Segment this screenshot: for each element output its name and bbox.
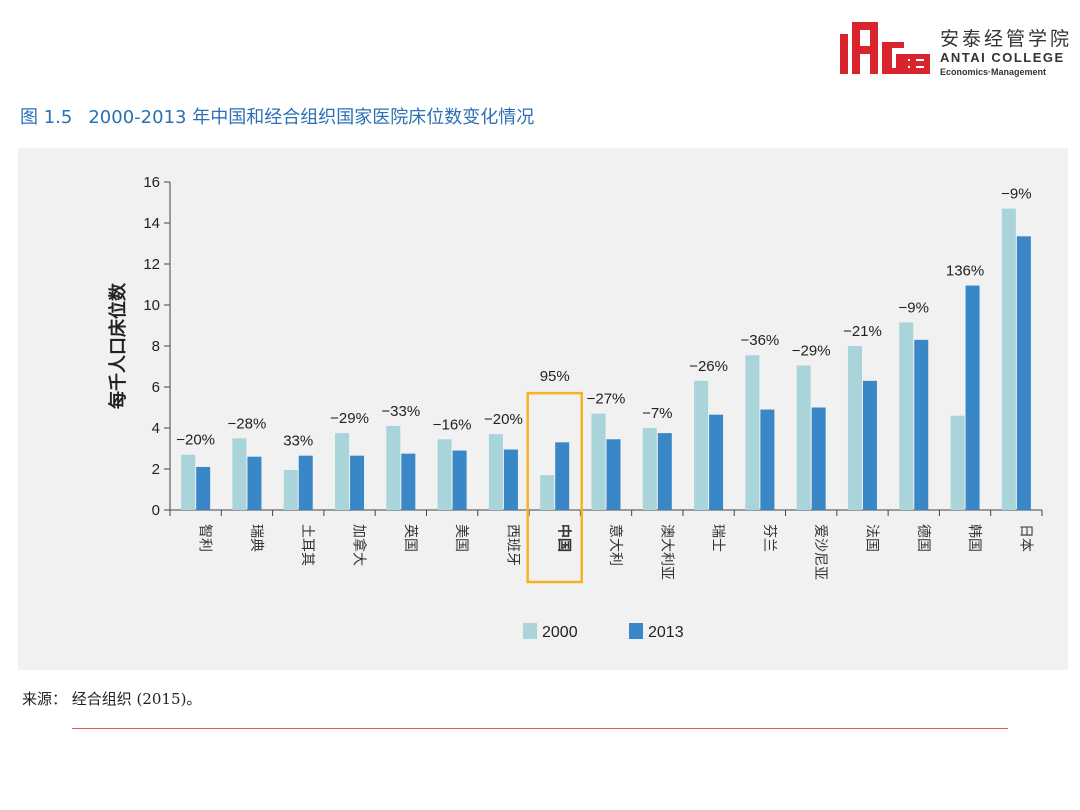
bar-2000-11 — [745, 355, 760, 510]
category-label-11: 芬兰 — [761, 524, 777, 552]
bar-2000-15 — [950, 415, 965, 510]
figure-number: 图 1.5 — [20, 107, 73, 128]
bar-2000-14 — [899, 322, 914, 510]
category-label-10: 瑞士 — [710, 524, 726, 552]
bar-2013-9 — [657, 433, 672, 510]
change-label-15: 136% — [946, 263, 984, 280]
category-label-0: 智利 — [197, 524, 213, 552]
bar-2000-12 — [796, 365, 811, 510]
bar-2000-16 — [1001, 208, 1016, 510]
chart-panel: 0 2 4 6 8 10 12 14 16 每千人口床位数 −20% 智利 −28% 瑞典 33% 土耳其 −2… — [18, 148, 1068, 670]
acem-logo: 安泰经管学院 ANTAI COLLEGE Economics·Managemen… — [840, 20, 1080, 84]
footer-divider — [72, 728, 1008, 729]
y-tick-label: 10 — [143, 297, 160, 314]
category-label-7: 中国 — [556, 524, 573, 552]
bar-2013-4 — [401, 453, 416, 510]
change-label-3: −29% — [330, 410, 369, 427]
source-note: 来源： 经合组织 (2015)。 — [22, 690, 202, 708]
change-label-13: −21% — [843, 323, 882, 340]
change-label-1: −28% — [228, 415, 267, 432]
highlight-box-china — [526, 391, 583, 584]
figure-title: 图 1.5 2000-2013 年中国和经合组织国家医院床位数变化情况 — [20, 103, 534, 129]
bar-2000-4 — [386, 425, 401, 510]
bar-2013-1 — [247, 456, 262, 510]
change-label-5: −16% — [433, 416, 472, 433]
change-label-2: 33% — [283, 433, 313, 450]
change-label-16: −9% — [1001, 186, 1031, 203]
logo-en2-text: Economics·Management — [940, 67, 1047, 77]
y-tick-label: 6 — [152, 379, 160, 396]
bar-2000-0 — [181, 454, 196, 510]
y-axis-title: 每千人口床位数 — [107, 282, 129, 409]
bar-2000-7 — [540, 475, 555, 510]
bar-2000-13 — [847, 346, 862, 510]
y-tick-label: 8 — [152, 338, 160, 355]
category-label-9: 澳大利亚 — [658, 524, 674, 580]
bar-2013-16 — [1016, 236, 1031, 510]
bar-2000-10 — [694, 380, 709, 510]
bar-2000-1 — [232, 438, 247, 510]
bar-2013-11 — [760, 409, 775, 510]
bar-2000-2 — [283, 470, 298, 510]
bar-2013-6 — [503, 449, 518, 510]
bar-2000-5 — [437, 439, 452, 510]
bar-2013-10 — [709, 414, 724, 510]
change-label-8: −27% — [587, 391, 626, 408]
acem-logo-mark — [840, 22, 930, 74]
bar-2013-5 — [452, 450, 467, 510]
bar-chart: 0 2 4 6 8 10 12 14 16 每千人口床位数 −20% 智利 −28% 瑞典 33% 土耳其 −2… — [107, 174, 1043, 641]
bar-2013-13 — [862, 380, 877, 510]
category-label-12: 爱沙尼亚 — [812, 524, 828, 580]
bar-2013-2 — [298, 455, 313, 510]
category-label-2: 土耳其 — [299, 524, 315, 566]
category-label-8: 意大利 — [607, 524, 624, 566]
change-label-7: 95% — [540, 368, 570, 385]
bar-2013-15 — [965, 285, 980, 510]
category-label-5: 美国 — [453, 524, 469, 552]
change-label-9: −7% — [642, 405, 672, 422]
y-tick-label: 2 — [152, 461, 160, 478]
bar-2000-8 — [591, 413, 606, 510]
y-tick-label: 12 — [143, 256, 160, 273]
bar-2013-0 — [196, 466, 211, 510]
logo-cn-text: 安泰经管学院 — [940, 28, 1073, 50]
change-label-0: −20% — [176, 432, 215, 449]
category-label-4: 英国 — [402, 524, 419, 552]
change-label-11: −36% — [740, 332, 779, 349]
figure-title-text: 2000-2013 年中国和经合组织国家医院床位数变化情况 — [88, 107, 535, 128]
bar-2013-12 — [811, 407, 826, 510]
category-label-6: 西班牙 — [504, 524, 520, 566]
bar-2013-7 — [555, 442, 570, 510]
y-tick-label: 0 — [152, 502, 160, 519]
category-label-14: 德国 — [915, 524, 931, 552]
y-tick-label: 4 — [152, 420, 160, 437]
legend-swatch-2013 — [629, 623, 643, 639]
bar-2000-6 — [488, 434, 503, 510]
category-label-3: 加拿大 — [351, 524, 368, 566]
bar-2013-14 — [914, 339, 929, 510]
y-tick-label: 16 — [143, 174, 160, 191]
category-label-1: 瑞典 — [248, 524, 264, 552]
change-label-6: −20% — [484, 411, 523, 428]
category-label-13: 法国 — [863, 524, 879, 552]
bar-2000-9 — [642, 428, 657, 510]
bar-2013-3 — [350, 455, 365, 510]
logo-en-text: ANTAI COLLEGE — [940, 50, 1065, 65]
y-tick-label: 14 — [143, 215, 160, 232]
bar-2013-8 — [606, 439, 621, 510]
legend-label-2000: 2000 — [542, 624, 578, 641]
change-label-4: −33% — [381, 403, 420, 420]
change-label-10: −26% — [689, 358, 728, 375]
category-label-16: 日本 — [1017, 524, 1033, 552]
category-label-15: 韩国 — [966, 524, 982, 552]
bar-2000-3 — [335, 433, 350, 510]
legend-label-2013: 2013 — [648, 624, 684, 641]
change-label-14: −9% — [899, 299, 929, 316]
legend-swatch-2000 — [523, 623, 537, 639]
change-label-12: −29% — [792, 342, 831, 359]
